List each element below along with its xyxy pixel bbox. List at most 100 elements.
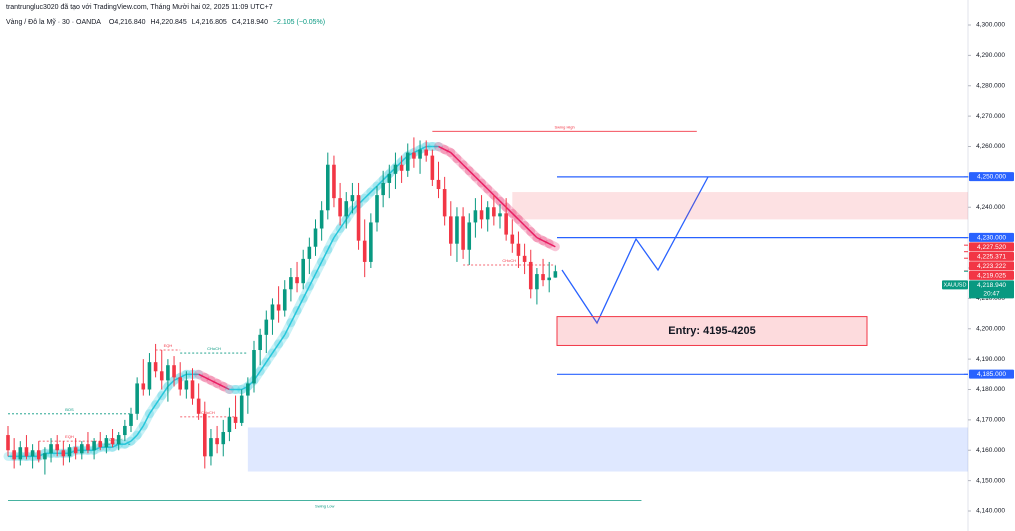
price-label-box (969, 232, 1014, 242)
candle-body (252, 350, 256, 384)
ma-line (542, 239, 550, 245)
candle-body (153, 362, 158, 372)
projection-path (561, 176, 709, 325)
y-tick-label: 4,270.000 (976, 113, 1005, 120)
y-tick-label: 4,260.000 (976, 143, 1005, 150)
price-label: 4,219.025 (977, 272, 1006, 279)
y-tick-label: 4,150.000 (976, 477, 1005, 484)
ma-line (499, 200, 507, 208)
candle-body (319, 210, 324, 229)
candle-body (123, 425, 127, 436)
candle-body (461, 216, 465, 250)
candle-body (166, 365, 170, 381)
candle-body (442, 189, 447, 217)
ma-line (536, 236, 544, 242)
price-label: 4,185.000 (977, 371, 1006, 378)
candle-body (405, 152, 410, 171)
candle-body (36, 450, 41, 460)
candle-body (522, 255, 527, 262)
symbol-label: XAUUSD (944, 283, 967, 289)
ma-line (161, 386, 169, 396)
candle-body (301, 258, 305, 284)
legend-value: −2.105 (−0.05%) (273, 19, 325, 26)
candle-body (258, 334, 262, 351)
price-label-box (969, 251, 1014, 261)
price-label-box (969, 270, 1014, 280)
price-label-box (969, 280, 1014, 299)
candle-body (147, 362, 152, 390)
ma-line (327, 237, 335, 251)
ma-line (517, 218, 526, 227)
candle-body (67, 447, 72, 457)
ma-line (320, 249, 329, 263)
candle-body (61, 450, 66, 457)
price-label: 4,218.940 (977, 282, 1006, 289)
ma-line (154, 395, 163, 406)
candle-body (467, 222, 472, 250)
ma-line (364, 191, 372, 199)
candle-body (159, 371, 164, 381)
countdown: 20:47 (983, 291, 1000, 298)
structure-label: BOS (65, 407, 74, 412)
y-tick-label: 4,170.000 (976, 417, 1005, 424)
legend-value: O4,216.840 (109, 19, 146, 26)
ma-line (179, 373, 187, 379)
candle-body (528, 261, 533, 290)
candle-body (547, 277, 551, 281)
ma-line (450, 152, 458, 160)
entry-box (556, 316, 868, 346)
structure-label: CHoCH (109, 437, 123, 442)
candle-body (473, 210, 478, 223)
candle-body (449, 216, 453, 244)
zone (247, 427, 969, 472)
candle-body (116, 435, 121, 445)
ma-line (136, 425, 144, 436)
chart-title: Vàng / Đô la Mỹ · 30 · OANDA (6, 19, 101, 26)
candle-body (80, 444, 84, 454)
candle-body (356, 195, 361, 241)
price-label-box (969, 261, 1014, 271)
structure-label: EQH (164, 343, 173, 348)
candle-body (307, 246, 312, 259)
y-tick-label: 4,290.000 (976, 52, 1005, 59)
candle-body (221, 432, 226, 445)
candle-body (313, 228, 318, 247)
candle-body (227, 416, 232, 433)
y-tick-label: 4,140.000 (976, 508, 1005, 515)
candle-body (375, 195, 379, 223)
candle-body (92, 441, 96, 451)
candle-body (196, 398, 201, 414)
ma-line (198, 373, 206, 379)
candle-body (184, 380, 189, 390)
candle-body (73, 447, 78, 454)
candle-body (282, 289, 287, 311)
candle-body (209, 438, 213, 457)
ma-line (271, 343, 280, 354)
candle-body (135, 383, 139, 414)
candle-body (289, 277, 293, 290)
y-tick-label: 4,200.000 (976, 325, 1005, 332)
candle-body (516, 243, 521, 256)
candle-body (110, 438, 115, 445)
candle-body (338, 198, 342, 217)
ma-line (130, 434, 138, 442)
candle-body (418, 149, 422, 159)
ma-line (370, 185, 378, 193)
symbol-box (942, 280, 968, 290)
structure-label: CHoCH (207, 346, 221, 351)
ma-line (314, 261, 323, 275)
price-label-box (969, 242, 1014, 252)
ma-line (438, 145, 445, 151)
ma-line (277, 334, 286, 345)
candle-body (350, 195, 355, 202)
y-tick-label: 4,240.000 (976, 204, 1005, 211)
candle-body (436, 179, 441, 190)
ma-line (216, 382, 224, 388)
legend-value: C4,218.940 (232, 19, 268, 26)
ma-line (296, 298, 304, 311)
candle-body (369, 222, 373, 262)
candle-body (553, 271, 558, 278)
candle-body (399, 164, 404, 171)
candle-body (43, 453, 47, 460)
